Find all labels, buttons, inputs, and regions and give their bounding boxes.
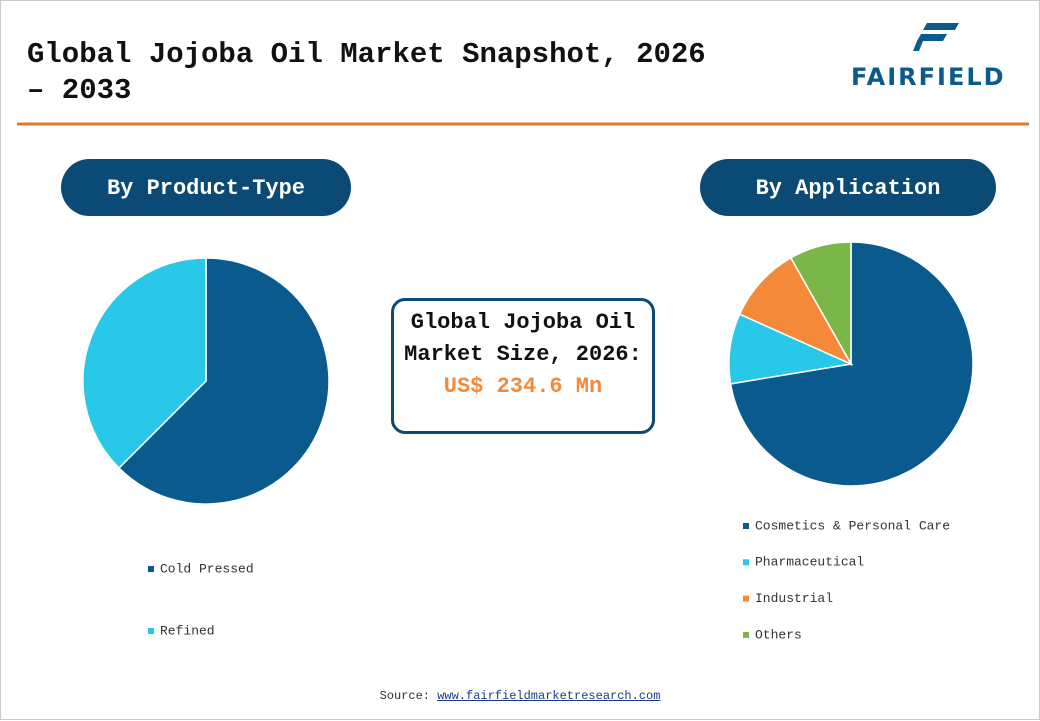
legend-label: Others — [755, 627, 802, 642]
chart-title: By Product-Type — [107, 176, 305, 201]
source-link[interactable]: www.fairfieldmarketresearch.com — [437, 689, 661, 703]
pill — [700, 159, 996, 216]
logo-icon — [913, 23, 959, 51]
legend-swatch — [148, 566, 154, 572]
pie-slice — [789, 241, 852, 367]
pie-slice — [738, 256, 853, 366]
legend-swatch — [743, 523, 749, 529]
legend-label: Cold Pressed — [160, 561, 254, 576]
legend-label: Industrial — [755, 591, 833, 606]
legend-label: Pharmaceutical — [755, 555, 864, 570]
legend-swatch — [743, 631, 749, 638]
legend-swatch — [743, 595, 749, 602]
market-size-box: Global Jojoba Oil Market Size, 2026: US$… — [391, 298, 655, 434]
pie-slice — [117, 257, 330, 505]
logo-text: FAIRFIELD — [851, 63, 1006, 91]
chart-title: By Application — [756, 176, 941, 201]
market-size-value: US$ 234.6 Mn — [443, 374, 603, 399]
source-label: Source: — [379, 689, 430, 703]
legend-label: Refined — [160, 623, 215, 638]
pill — [61, 159, 351, 216]
legend-swatch — [148, 628, 154, 634]
page-title: Global Jojoba Oil Market Snapshot, 2026 … — [27, 38, 706, 107]
legend-label: Cosmetics & Personal Care — [755, 518, 950, 533]
legend-swatch — [743, 559, 749, 566]
pie-slice — [82, 257, 207, 470]
market-size-label: Global Jojoba Oil Market Size, 2026: — [404, 310, 642, 367]
source: Source: www.fairfieldmarketresearch.com — [1, 689, 1039, 703]
